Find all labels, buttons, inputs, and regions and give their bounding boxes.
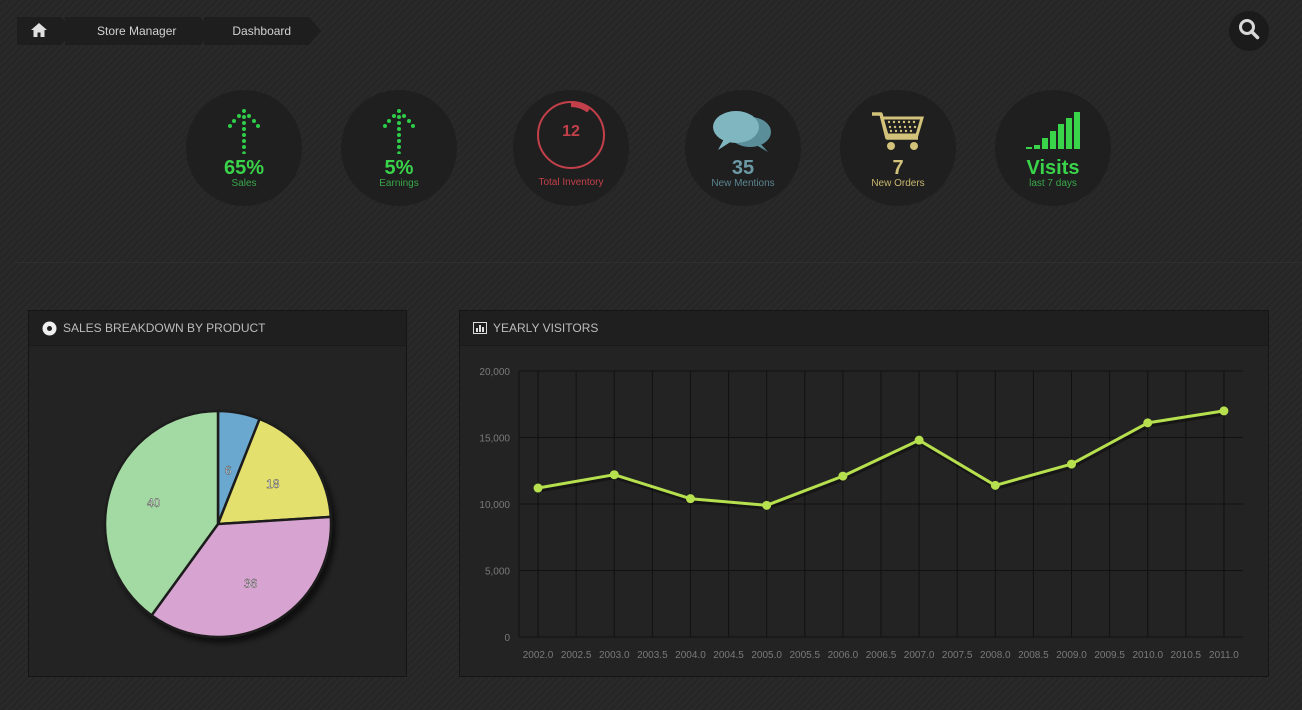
y-tick-label: 5,000 (485, 567, 510, 578)
shopping-cart-icon (840, 110, 956, 152)
ring-gauge-icon (513, 98, 629, 172)
data-point[interactable] (838, 471, 848, 481)
sales-breakdown-widget: SALES BREAKDOWN BY PRODUCT 6 18 36 40 (28, 310, 407, 677)
stat-value: 12 (562, 123, 580, 140)
stat-value: 7 (892, 157, 904, 179)
pie-chart-icon (42, 321, 57, 336)
x-tick-label: 2003.5 (637, 650, 668, 661)
x-tick-label: 2006.5 (866, 650, 897, 661)
data-point[interactable] (533, 483, 543, 493)
bar-chart-icon (473, 322, 487, 334)
breadcrumb-store-manager[interactable]: Store Manager (65, 17, 213, 45)
stat-new-mentions[interactable]: 35 New Mentions (685, 90, 801, 206)
data-point[interactable] (1143, 418, 1153, 428)
x-tick-label: 2006.0 (828, 650, 859, 661)
stat-new-orders[interactable]: 7 New Orders (840, 90, 956, 206)
yearly-visitors-widget: YEARLY VISITORS 2002.0 2002.5 2003.0 2003.5… (459, 310, 1269, 677)
data-point[interactable] (762, 500, 772, 510)
stat-value: 65% (223, 157, 265, 179)
pie-slice-label: 18 (266, 477, 280, 491)
stat-value: 5% (384, 157, 414, 179)
data-point[interactable] (1219, 406, 1229, 416)
y-tick-label: 20,000 (479, 367, 510, 378)
data-point[interactable] (609, 470, 619, 480)
series-line (537, 409, 1225, 507)
data-point[interactable] (1067, 459, 1077, 469)
breadcrumb: Store Manager Dashboard (17, 17, 321, 45)
x-tick-label: 2010.5 (1171, 650, 1202, 661)
data-point[interactable] (990, 480, 1000, 490)
stat-visits[interactable]: Visits last 7 days (995, 90, 1111, 206)
data-point[interactable] (914, 435, 924, 445)
stat-label: Earnings (379, 178, 419, 189)
pie-slice[interactable] (216, 417, 333, 526)
y-tick-label: 10,000 (479, 500, 510, 511)
y-tick-label: 0 (504, 633, 510, 644)
widget-title: YEARLY VISITORS (493, 321, 599, 335)
stat-value: Visits (1026, 157, 1080, 179)
signal-bars-icon (995, 112, 1111, 150)
search-icon (1238, 18, 1260, 45)
stat-label: Sales (231, 178, 257, 189)
pie-slice-label: 40 (147, 496, 161, 510)
widget-title: SALES BREAKDOWN BY PRODUCT (63, 321, 266, 335)
data-point[interactable] (685, 494, 695, 504)
stat-label: New Mentions (711, 178, 775, 189)
dotted-arrow-up-icon (186, 108, 302, 154)
y-tick-label: 15,000 (479, 434, 510, 445)
breadcrumb-home[interactable] (17, 17, 73, 45)
dotted-arrow-up-icon (341, 108, 457, 154)
stat-earnings[interactable]: 5% Earnings (341, 90, 457, 206)
x-tick-label: 2011.0 (1209, 650, 1239, 661)
pie-slice-label: 36 (244, 576, 258, 590)
x-tick-label: 2003.0 (599, 650, 630, 661)
home-icon (31, 22, 47, 40)
search-button[interactable] (1229, 11, 1269, 51)
x-tick-label: 2002.0 (523, 650, 554, 661)
pie-slice[interactable] (149, 515, 333, 639)
x-tick-label: 2010.0 (1132, 650, 1163, 661)
pie-slice-label: 6 (225, 464, 232, 478)
x-tick-label: 2002.5 (561, 650, 592, 661)
stat-total-inventory[interactable]: 12 Total Inventory (513, 90, 629, 206)
x-tick-label: 2004.5 (713, 650, 744, 661)
pie-chart: 6 18 36 40 (103, 409, 333, 639)
stat-value: 35 (731, 157, 755, 179)
pie-slice[interactable] (103, 409, 220, 618)
stat-label: Total Inventory (538, 177, 604, 188)
chat-bubbles-icon (685, 110, 801, 154)
x-tick-label: 2004.0 (675, 650, 706, 661)
x-tick-label: 2008.5 (1018, 650, 1049, 661)
breadcrumb-dashboard[interactable]: Dashboard (204, 17, 321, 45)
x-tick-label: 2005.0 (751, 650, 782, 661)
line-chart: 2002.0 2002.5 2003.0 2003.5 2004.0 2004.5 2005… (479, 367, 1243, 661)
stat-label: last 7 days (1029, 178, 1077, 189)
x-tick-label: 2007.0 (904, 650, 935, 661)
section-divider (15, 262, 1302, 263)
x-tick-label: 2008.0 (980, 650, 1011, 661)
x-tick-label: 2007.5 (942, 650, 973, 661)
x-tick-label: 2005.5 (789, 650, 820, 661)
widget-header: SALES BREAKDOWN BY PRODUCT (29, 311, 406, 346)
x-tick-label: 2009.5 (1094, 650, 1125, 661)
stat-sales[interactable]: 65% Sales (186, 90, 302, 206)
widget-header: YEARLY VISITORS (460, 311, 1268, 346)
x-tick-label: 2009.0 (1056, 650, 1087, 661)
stat-label: New Orders (871, 178, 925, 189)
